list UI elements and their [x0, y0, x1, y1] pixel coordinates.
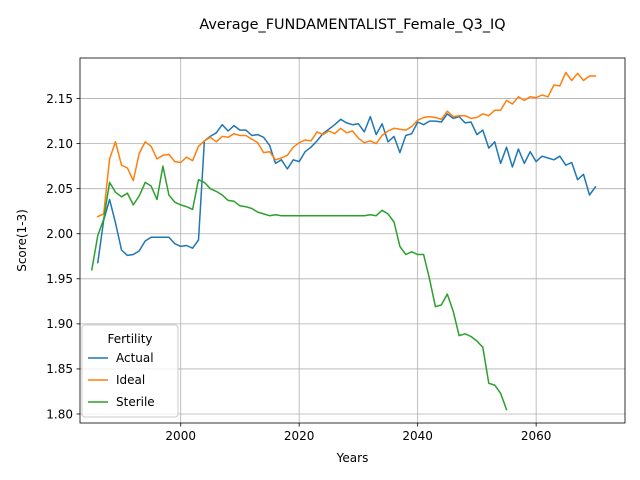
x-tick-label: 2000: [165, 429, 196, 443]
y-tick-label: 1.95: [46, 272, 73, 286]
chart-title: Average_FUNDAMENTALIST_Female_Q3_IQ: [199, 17, 505, 33]
series-lines: [90, 71, 597, 411]
y-tick-label: 2.00: [46, 227, 73, 241]
legend-title: Fertility: [107, 332, 152, 346]
x-tick-label: 2060: [521, 429, 552, 443]
legend-box: [81, 324, 179, 418]
y-tick-label: 1.85: [46, 362, 73, 376]
x-axis-label: Years: [336, 451, 369, 465]
axis-ticks: 2000 2020 2040 2060 1.80 1.85 1.90 1.95 2.00 2.05…: [46, 92, 551, 443]
legend-label-ideal: Ideal: [116, 373, 145, 387]
y-tick-label: 2.05: [46, 182, 73, 196]
x-tick-label: 2040: [402, 429, 433, 443]
grid-lines: [80, 58, 625, 423]
x-tick-label: 2020: [284, 429, 315, 443]
legend-label-sterile: Sterile: [116, 395, 155, 409]
series-line-ideal: [96, 71, 597, 218]
y-tick-label: 1.80: [46, 407, 73, 421]
series-line-sterile: [90, 165, 508, 411]
y-axis-label: Score(1-3): [15, 209, 29, 272]
y-tick-label: 2.15: [46, 92, 73, 106]
y-tick-label: 2.10: [46, 137, 73, 151]
legend-label-actual: Actual: [116, 351, 154, 365]
series-line-actual: [96, 113, 597, 264]
legend: Fertility Actual Ideal Sterile: [81, 324, 179, 418]
plot-frame: [79, 57, 626, 424]
y-tick-label: 1.90: [46, 317, 73, 331]
